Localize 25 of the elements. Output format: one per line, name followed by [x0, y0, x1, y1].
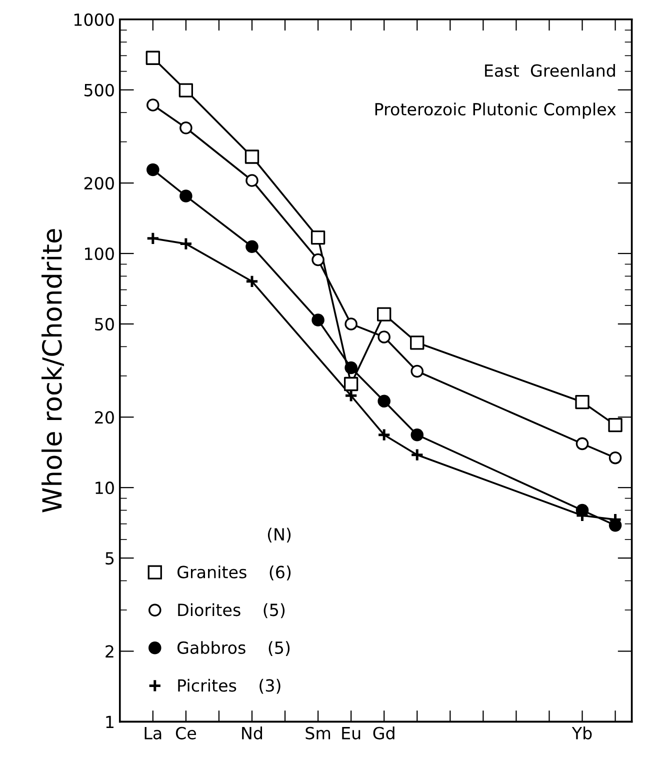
y-tick-label: 5	[106, 552, 114, 565]
y-tick-label: 20	[95, 411, 114, 424]
legend-label: Granites (6)	[177, 565, 291, 580]
y-tick-label: 1	[106, 716, 114, 728]
x-tick-label: La	[144, 727, 162, 740]
legend-label: Picrites (3)	[178, 678, 280, 694]
y-tick-label: 2	[106, 645, 114, 658]
x-tick-label: Gd	[373, 726, 394, 740]
y-tick-label: 100	[85, 247, 114, 260]
x-tick-label: Nd	[242, 726, 262, 740]
annotation: East Greenland	[485, 64, 615, 77]
y-tick-label: 50	[95, 318, 114, 331]
legend-label: Gabbros (5)	[177, 641, 290, 656]
y-tick-label: 200	[84, 176, 114, 190]
y-tick-label: 500	[84, 84, 114, 96]
x-tick-label: Yb	[572, 726, 592, 740]
legend-label: Diorites (5)	[178, 603, 285, 618]
x-tick-label: Ce	[176, 726, 196, 740]
annotation: Proterozoic Plutonic Complex	[375, 102, 616, 119]
x-tick-label: Sm	[306, 726, 330, 740]
legend-title: (N)	[268, 528, 291, 543]
y-tick-label: 1000	[74, 13, 114, 26]
y-tick-label: 10	[96, 482, 114, 494]
x-tick-label: Eu	[342, 727, 360, 740]
y-axis-title: Whole rock/Chondrite	[42, 229, 64, 512]
